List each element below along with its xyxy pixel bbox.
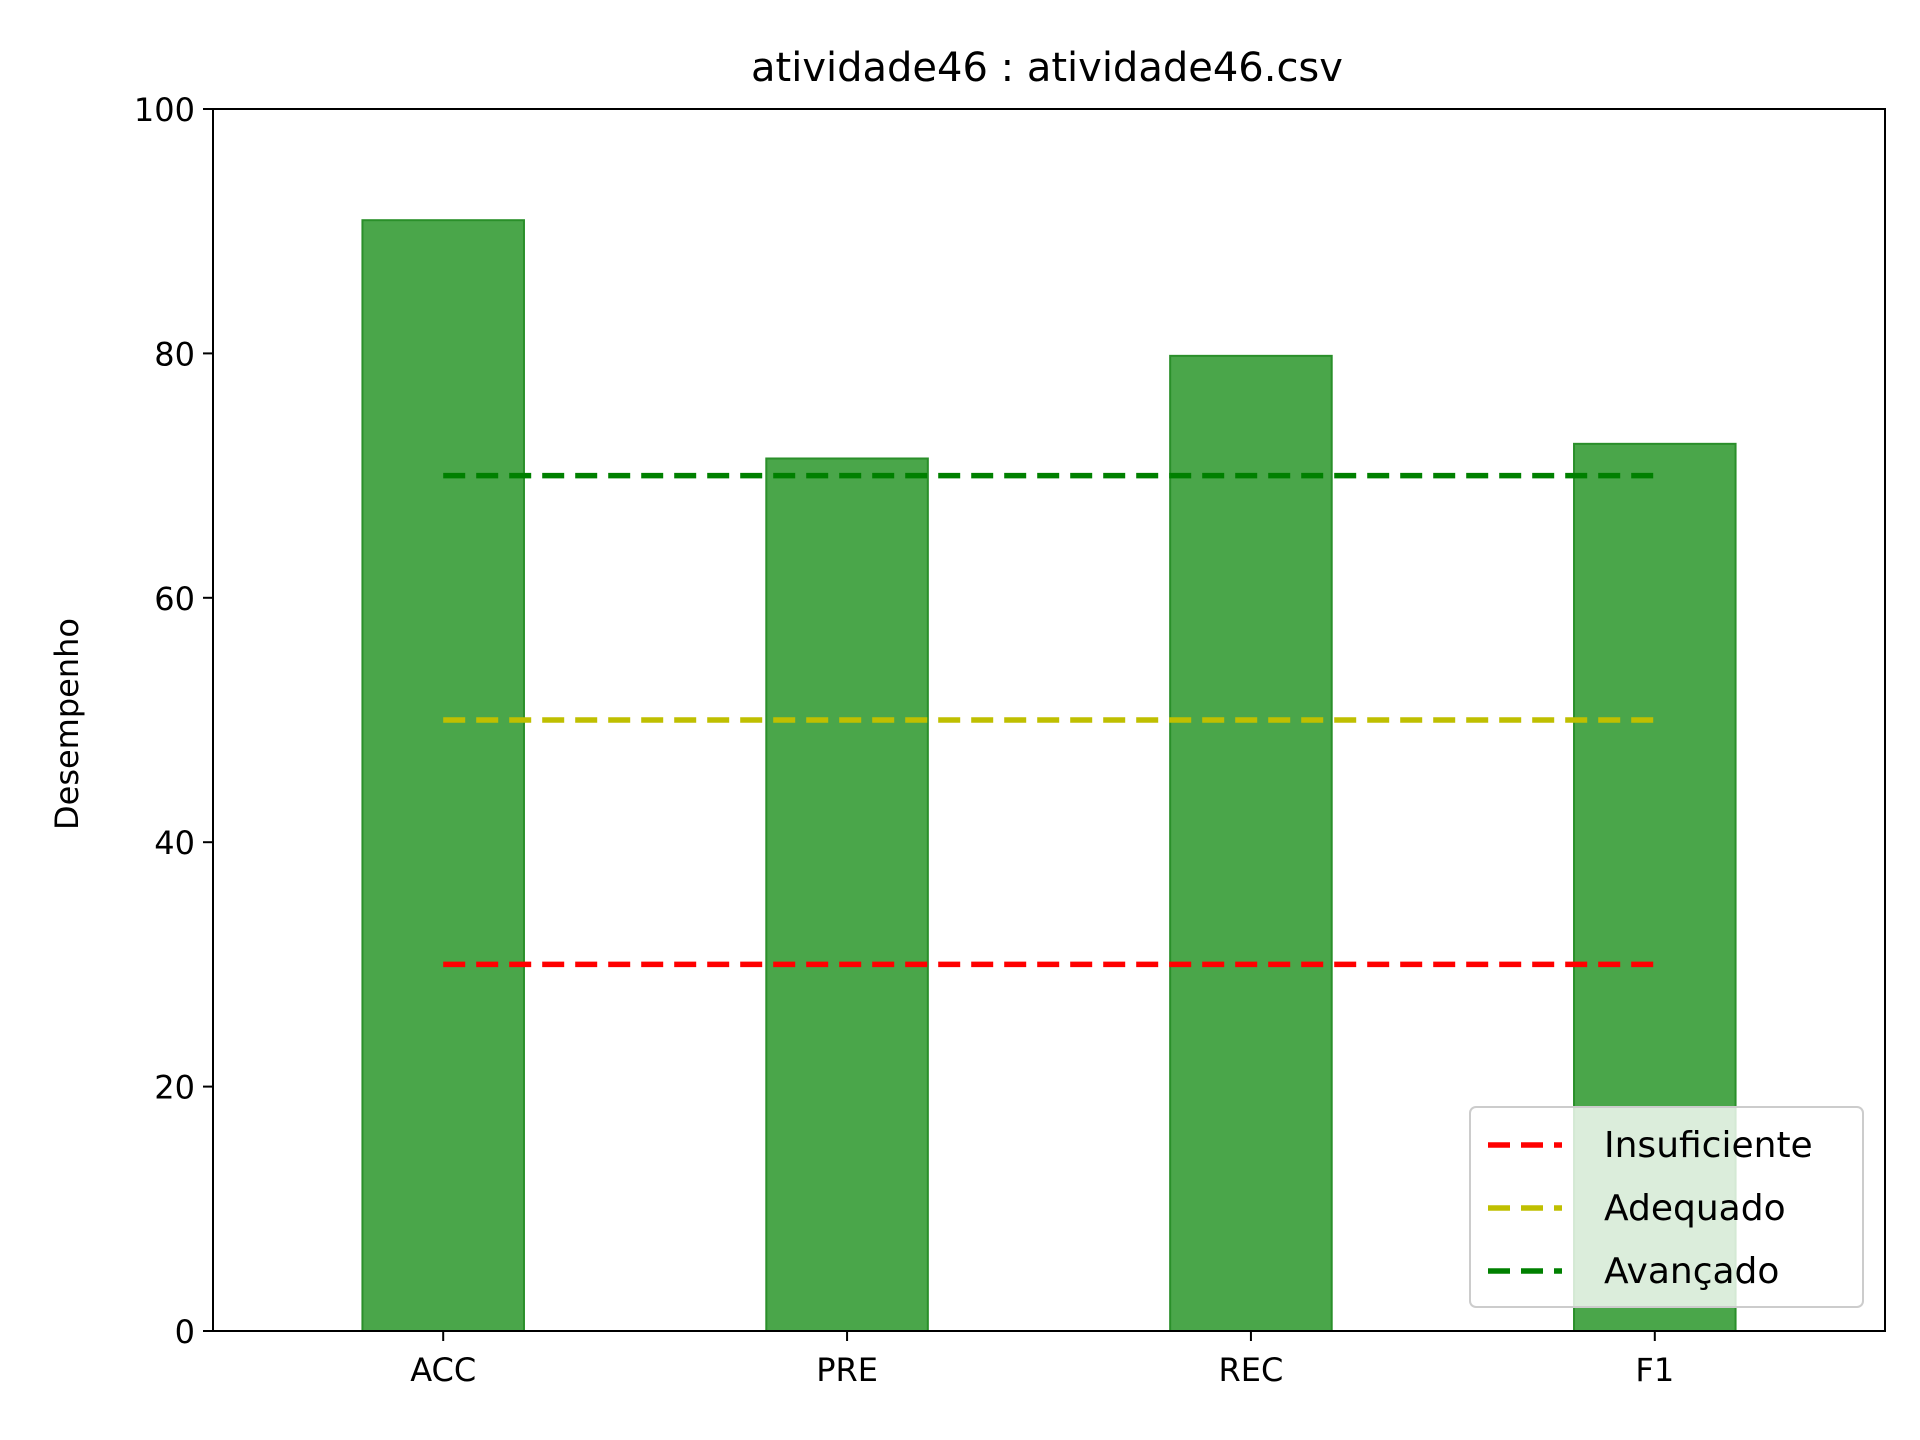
- x-tick-label: F1: [1635, 1351, 1674, 1389]
- bar-pre: [765, 457, 929, 1332]
- y-tick-label: 20: [154, 1069, 195, 1107]
- y-tick-label: 80: [154, 335, 195, 373]
- legend-label: Avançado: [1604, 1251, 1779, 1292]
- x-tick-label: ACC: [410, 1351, 476, 1389]
- reference-lines-layer: [443, 472, 1655, 968]
- legend-label: Adequado: [1604, 1188, 1786, 1229]
- legend-label: Insuficiente: [1604, 1125, 1813, 1166]
- y-tick-label: 100: [134, 91, 195, 129]
- bar-acc: [361, 219, 525, 1332]
- legend-box: [1469, 1106, 1864, 1308]
- bar-rec: [1169, 354, 1333, 1332]
- bars-layer: [361, 219, 1737, 1332]
- legend: Insuficiente Adequado Avançado: [1469, 1106, 1864, 1308]
- plot-frame: [212, 108, 1886, 1332]
- y-tick-label: 40: [154, 824, 195, 862]
- chart-title: atividade46 : atividade46.csv: [751, 45, 1343, 91]
- x-tick-label: REC: [1219, 1351, 1284, 1389]
- axes-layer: 0 20 40 60 80 100 ACC PRE REC F1: [134, 91, 1886, 1389]
- y-tick-label: 0: [175, 1313, 195, 1351]
- y-axis-label: Desempenho: [48, 618, 86, 830]
- y-tick-label: 60: [154, 580, 195, 618]
- x-tick-label: PRE: [816, 1351, 878, 1389]
